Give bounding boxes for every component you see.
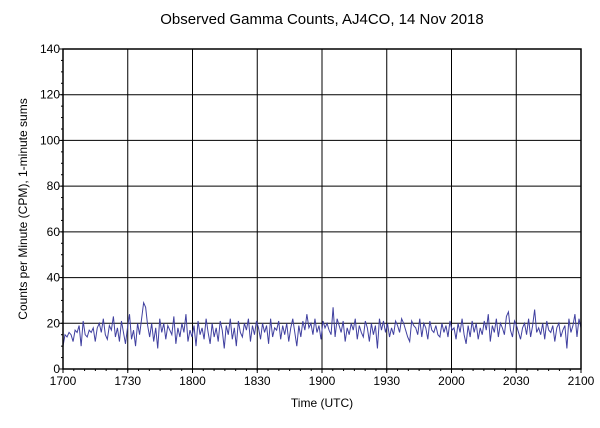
x-tick-label: 1800 [179, 374, 206, 388]
y-tick-label: 100 [40, 133, 60, 147]
y-axis-ticks: 0 20 40 60 80 100 120 140 [40, 42, 63, 376]
y-axis-label: Counts per Minute (CPM), 1-minute sums [16, 98, 30, 319]
x-tick-label: 1730 [114, 374, 141, 388]
chart-title: Observed Gamma Counts, AJ4CO, 14 Nov 201… [160, 11, 484, 28]
y-tick-label: 20 [47, 316, 61, 330]
x-tick-label: 1830 [244, 374, 271, 388]
y-tick-label: 120 [40, 88, 60, 102]
y-tick-label: 140 [40, 42, 60, 56]
x-tick-label: 2100 [568, 374, 595, 388]
x-tick-label: 1900 [309, 374, 336, 388]
y-tick-label: 80 [47, 179, 61, 193]
x-tick-label: 2030 [503, 374, 530, 388]
x-axis-ticks: 1700 1730 1800 1830 1900 1930 2000 2030 2100 [50, 369, 595, 388]
x-tick-label: 1700 [50, 374, 77, 388]
series-line-gamma-counts [62, 300, 582, 349]
series-layer [62, 300, 582, 349]
y-tick-label: 60 [47, 225, 61, 239]
y-tick-label: 40 [47, 271, 61, 285]
x-tick-label: 1930 [373, 374, 400, 388]
grid-lines [63, 49, 581, 369]
y-tick-label: 0 [53, 362, 60, 376]
x-axis-label: Time (UTC) [291, 396, 353, 410]
x-tick-label: 2000 [438, 374, 465, 388]
